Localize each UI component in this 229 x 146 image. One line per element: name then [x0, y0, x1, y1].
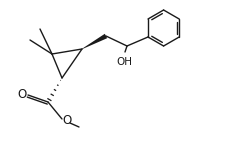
Text: OH: OH — [115, 57, 131, 67]
Polygon shape — [82, 34, 107, 49]
Text: O: O — [17, 87, 27, 100]
Text: O: O — [62, 114, 71, 127]
